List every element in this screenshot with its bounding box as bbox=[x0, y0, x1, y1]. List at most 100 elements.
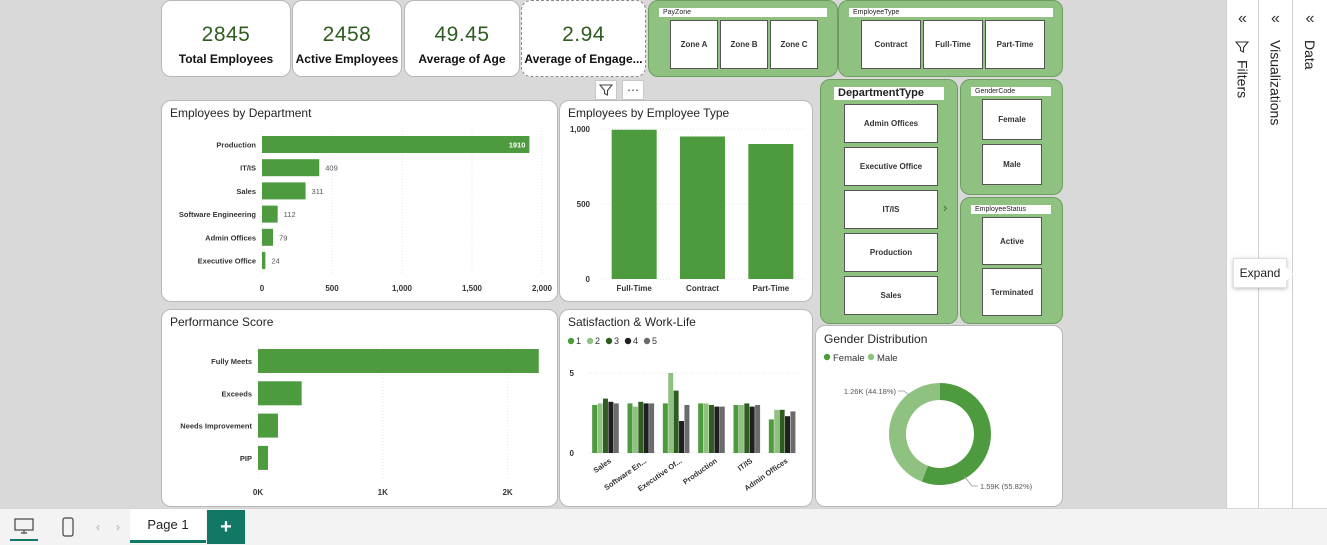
data-label: 1910 bbox=[509, 141, 526, 150]
kpi-label: Average of Age bbox=[418, 52, 506, 66]
data-label: 311 bbox=[312, 187, 324, 196]
chart-title: Satisfaction & Work-Life bbox=[568, 315, 696, 329]
column bbox=[662, 403, 668, 453]
collapse-icon[interactable]: « bbox=[1305, 10, 1315, 27]
chart-gender-distribution[interactable]: Gender Distribution Female Male 1.59K (55.… bbox=[815, 325, 1063, 507]
slicer-item-male[interactable]: Male bbox=[982, 144, 1042, 185]
mobile-layout-icon[interactable] bbox=[58, 513, 78, 541]
slicer-item-contract[interactable]: Contract bbox=[861, 20, 921, 69]
y-tick-label: 0 bbox=[570, 449, 575, 458]
chart-title: Performance Score bbox=[170, 315, 274, 329]
y-tick-label: 5 bbox=[570, 369, 575, 378]
column bbox=[744, 403, 750, 453]
slicer-title: EmployeeType bbox=[849, 8, 1053, 17]
chart-title: Employees by Department bbox=[170, 106, 312, 120]
gender-donut-chart: Female Male 1.59K (55.82%) 1.26K (44.18%) bbox=[823, 353, 1033, 491]
column bbox=[785, 416, 791, 453]
desktop-layout-icon[interactable] bbox=[10, 513, 38, 541]
kpi-average-engagement[interactable]: 2.94 Average of Engage... bbox=[521, 0, 646, 77]
column bbox=[755, 405, 761, 453]
category-label: Production bbox=[216, 141, 256, 150]
x-tick-label: Part-Time bbox=[752, 284, 789, 293]
category-label: Fully Meets bbox=[211, 357, 252, 366]
slicer-item-zone-b[interactable]: Zone B bbox=[720, 20, 768, 69]
data-label: 79 bbox=[279, 233, 287, 242]
slicer-item-sales[interactable]: Sales bbox=[844, 276, 938, 315]
filter-icon[interactable] bbox=[595, 80, 617, 100]
pane-label[interactable]: Data bbox=[1302, 40, 1318, 70]
leader-line bbox=[898, 390, 911, 397]
slicer-item-admin-offices[interactable]: Admin Offices bbox=[844, 104, 938, 143]
pane-label[interactable]: Visualizations bbox=[1267, 40, 1284, 126]
slicer-item-full-time[interactable]: Full-Time bbox=[923, 20, 983, 69]
x-tick-label: 1K bbox=[378, 488, 388, 497]
column bbox=[611, 129, 657, 279]
department-bar-chart: 0 500 1,000 1,500 2,000 Production 1910 IT/IS 40… bbox=[179, 131, 553, 293]
legend-marker bbox=[823, 353, 831, 361]
column bbox=[608, 401, 614, 453]
next-page-icon[interactable]: › bbox=[116, 520, 120, 534]
slicer-item-executive-office[interactable]: Executive Office bbox=[844, 147, 938, 186]
tab-page-1[interactable]: Page 1 bbox=[130, 509, 206, 543]
data-pane[interactable]: « Data bbox=[1292, 0, 1327, 508]
x-tick-label: Full-Time bbox=[616, 284, 652, 293]
slicer-item-female[interactable]: Female bbox=[982, 99, 1042, 140]
column bbox=[597, 403, 603, 453]
column bbox=[668, 373, 674, 453]
filters-pane[interactable]: « Filters bbox=[1226, 0, 1258, 508]
collapse-icon[interactable]: « bbox=[1271, 10, 1280, 27]
slicer-item-active[interactable]: Active bbox=[982, 217, 1042, 265]
chart-title: Gender Distribution bbox=[824, 332, 928, 346]
kpi-average-age[interactable]: 49.45 Average of Age bbox=[404, 0, 520, 77]
slicer-item-zone-a[interactable]: Zone A bbox=[670, 20, 718, 69]
category-label: Exceeds bbox=[222, 389, 252, 398]
kpi-total-employees[interactable]: 2845 Total Employees bbox=[161, 0, 291, 77]
x-tick-label: Production bbox=[681, 456, 719, 486]
slicer-item-zone-c[interactable]: Zone C bbox=[770, 20, 818, 69]
legend-label: 5 bbox=[652, 336, 657, 346]
more-options-icon[interactable]: ⋯ bbox=[622, 80, 644, 100]
x-tick-label: 500 bbox=[325, 284, 339, 293]
legend-marker bbox=[624, 337, 632, 345]
category-label: Needs Improvement bbox=[180, 422, 252, 431]
column bbox=[774, 409, 780, 453]
legend-label: 4 bbox=[633, 336, 638, 346]
kpi-active-employees[interactable]: 2458 Active Employees bbox=[292, 0, 402, 77]
x-tick-label: 1,000 bbox=[392, 284, 413, 293]
chevron-right-icon[interactable]: › bbox=[943, 200, 948, 215]
page-navigation-bar: ‹ › Page 1 + bbox=[0, 508, 1327, 545]
column bbox=[698, 403, 704, 453]
slicer-payzone: PayZone Zone A Zone B Zone C bbox=[648, 0, 838, 77]
pane-label[interactable]: Filters bbox=[1234, 60, 1251, 99]
bar bbox=[258, 349, 539, 373]
slicer-title: GenderCode bbox=[971, 87, 1051, 96]
data-label: 112 bbox=[284, 210, 296, 219]
chart-satisfaction-worklife[interactable]: Satisfaction & Work-Life 1 2 3 4 5 0 5 Sales Sof… bbox=[559, 309, 813, 507]
category-label: Software Engineering bbox=[179, 210, 257, 219]
chart-performance-score[interactable]: Performance Score 0K 1K 2K Fully Meets Excee… bbox=[161, 309, 558, 507]
collapse-icon[interactable]: « bbox=[1238, 10, 1247, 27]
category-label: Executive Office bbox=[198, 257, 256, 266]
column bbox=[779, 409, 785, 453]
x-tick-label: IT/IS bbox=[736, 456, 754, 472]
chart-employees-by-type[interactable]: Employees by Employee Type 0 500 1,000 Full… bbox=[559, 100, 813, 302]
column bbox=[680, 136, 725, 279]
slicer-gendercode: GenderCode Female Male bbox=[960, 79, 1063, 195]
slicer-title: DepartmentType bbox=[834, 87, 944, 100]
column bbox=[748, 144, 794, 279]
x-tick-label: Sales bbox=[592, 456, 613, 475]
column bbox=[719, 406, 725, 453]
category-label: IT/IS bbox=[240, 164, 256, 173]
slicer-item-it-is[interactable]: IT/IS bbox=[844, 190, 938, 229]
legend-marker bbox=[643, 337, 651, 345]
slicer-item-terminated[interactable]: Terminated bbox=[982, 268, 1042, 316]
kpi-value: 2.94 bbox=[562, 23, 605, 46]
add-page-button[interactable]: + bbox=[207, 510, 245, 544]
bar bbox=[258, 381, 302, 406]
column bbox=[679, 421, 685, 453]
slicer-item-production[interactable]: Production bbox=[844, 233, 938, 272]
slicer-item-part-time[interactable]: Part-Time bbox=[985, 20, 1045, 69]
visualizations-pane[interactable]: « Visualizations bbox=[1258, 0, 1292, 508]
chart-employees-by-department[interactable]: Employees by Department 0 500 1,000 1,500 2,… bbox=[161, 100, 558, 302]
prev-page-icon[interactable]: ‹ bbox=[96, 520, 100, 534]
